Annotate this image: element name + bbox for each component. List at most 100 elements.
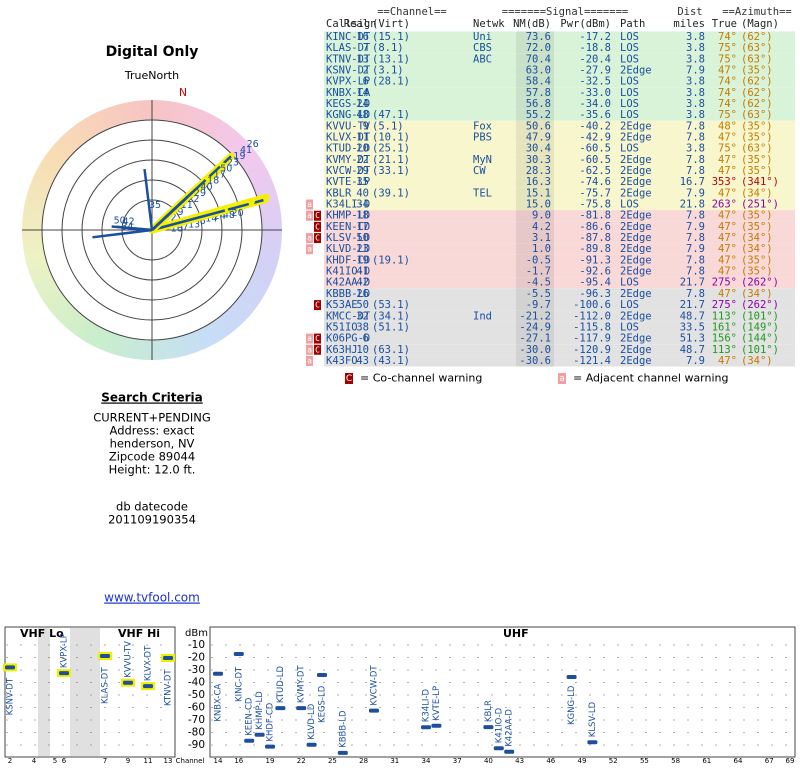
cell: 23 xyxy=(356,243,369,255)
station-label: KVVU-TV xyxy=(124,641,134,678)
cell: -117.9 xyxy=(573,333,611,345)
site-link[interactable]: www.tvfool.com xyxy=(104,591,200,605)
row-background xyxy=(324,210,795,222)
cell: -60.5 xyxy=(579,143,611,155)
cell: 7.9 xyxy=(686,221,705,233)
row-background xyxy=(324,232,795,244)
cell: 7 xyxy=(363,42,369,54)
cell: K51IO xyxy=(326,321,358,333)
cell: 16.3 xyxy=(526,176,551,188)
legend-text: = Co-channel warning xyxy=(360,372,482,385)
cell: KEGS-LD xyxy=(326,98,370,110)
row-background xyxy=(324,333,795,345)
nm-shade xyxy=(516,109,554,121)
nm-shade xyxy=(516,143,554,155)
cell: 3.8 xyxy=(686,53,705,65)
cell: K63HJ xyxy=(326,344,358,356)
cell: CW xyxy=(473,165,486,177)
cell: KVPX-LP xyxy=(326,76,370,88)
signal-bar xyxy=(504,749,515,754)
channel-label: 29 xyxy=(194,188,206,199)
x-tick-label: 28 xyxy=(359,757,368,765)
band-label: VHF Hi xyxy=(118,627,160,640)
cell: LOS xyxy=(620,199,639,211)
title: Digital Only xyxy=(106,44,199,60)
cell: 55.2 xyxy=(526,109,551,121)
station-label: KTNV-DT xyxy=(164,669,174,706)
warning-box xyxy=(558,373,566,384)
cell: LOS xyxy=(620,143,639,155)
station-label: KINC-DT xyxy=(234,666,244,702)
cell: 156° xyxy=(712,333,737,345)
x-tick-label: 5 xyxy=(53,757,57,765)
nm-shade xyxy=(516,176,554,188)
nm-shade xyxy=(516,288,554,300)
spoke xyxy=(116,225,153,232)
cell: (63°) xyxy=(741,42,773,54)
x-tick-label: 34 xyxy=(422,757,431,765)
x-tick-label: 6 xyxy=(62,757,67,765)
column-header: Real xyxy=(344,18,369,30)
warning-box xyxy=(306,199,313,210)
row-background xyxy=(324,310,795,322)
uhf-panel xyxy=(209,626,796,758)
column-header: Callsign xyxy=(326,18,377,30)
warning-box xyxy=(306,333,313,344)
cell: 72.0 xyxy=(526,42,551,54)
cell: -40.2 xyxy=(579,120,611,132)
cell: -34.0 xyxy=(579,98,611,110)
cell: ABC xyxy=(473,53,492,65)
channel-label: 11 xyxy=(181,200,193,211)
nm-shade xyxy=(516,198,554,211)
row-background xyxy=(324,64,795,77)
cell: 33.5 xyxy=(680,321,705,333)
cell: (34.1) xyxy=(372,310,410,322)
cell: 13 xyxy=(356,53,369,65)
cell: KEEN-CD xyxy=(326,221,370,233)
signal-bar xyxy=(275,706,286,711)
signal-bar xyxy=(265,744,275,749)
cell: 9 xyxy=(363,120,369,132)
nm-shade xyxy=(516,165,554,177)
x-tick-label: 9 xyxy=(126,757,130,765)
cell: -32.5 xyxy=(579,76,611,88)
cell: LOS xyxy=(620,98,639,110)
cell: -92.6 xyxy=(579,266,611,278)
cell: -75.7 xyxy=(579,187,611,199)
cell: (62°) xyxy=(741,76,773,88)
cell: (101°) xyxy=(741,344,779,356)
cell: 74° xyxy=(718,87,737,99)
cell: -0.5 xyxy=(526,254,551,266)
cell: 50 xyxy=(356,299,369,311)
cell: -86.6 xyxy=(579,221,611,233)
cell: 2Edge xyxy=(620,243,652,255)
x-tick-label: 37 xyxy=(453,757,462,765)
nm-shade xyxy=(516,243,554,255)
cell: 7.9 xyxy=(686,355,705,367)
cell: -120.9 xyxy=(573,344,611,356)
channel-label: 19 xyxy=(233,151,245,162)
nm-shade xyxy=(516,154,554,166)
cell: -42.9 xyxy=(579,132,611,144)
station-label: K42AA-D xyxy=(505,709,515,747)
x-tick-label: 49 xyxy=(578,757,587,765)
cell: -27.9 xyxy=(579,65,611,77)
cell: -115.8 xyxy=(573,321,611,333)
cell: 17 xyxy=(356,221,369,233)
spoke xyxy=(143,169,154,231)
spoke xyxy=(151,202,182,231)
cell: 47° xyxy=(718,266,737,278)
cell: 75° xyxy=(718,143,737,155)
cell: 7.9 xyxy=(686,187,705,199)
station-label: KTUD-LD xyxy=(276,665,286,703)
cell: 4.2 xyxy=(532,221,551,233)
row-background xyxy=(324,187,795,199)
y-tick-label: -80 xyxy=(188,727,205,739)
db-label: db datecode xyxy=(116,500,188,514)
cell: (35°) xyxy=(741,210,773,222)
warning-box xyxy=(306,355,313,366)
station-label: KHDF-CD xyxy=(266,702,276,741)
x-tick-label: 61 xyxy=(702,757,711,765)
cell: K43FO xyxy=(326,355,358,367)
cell: KSNV-DT xyxy=(326,65,371,77)
